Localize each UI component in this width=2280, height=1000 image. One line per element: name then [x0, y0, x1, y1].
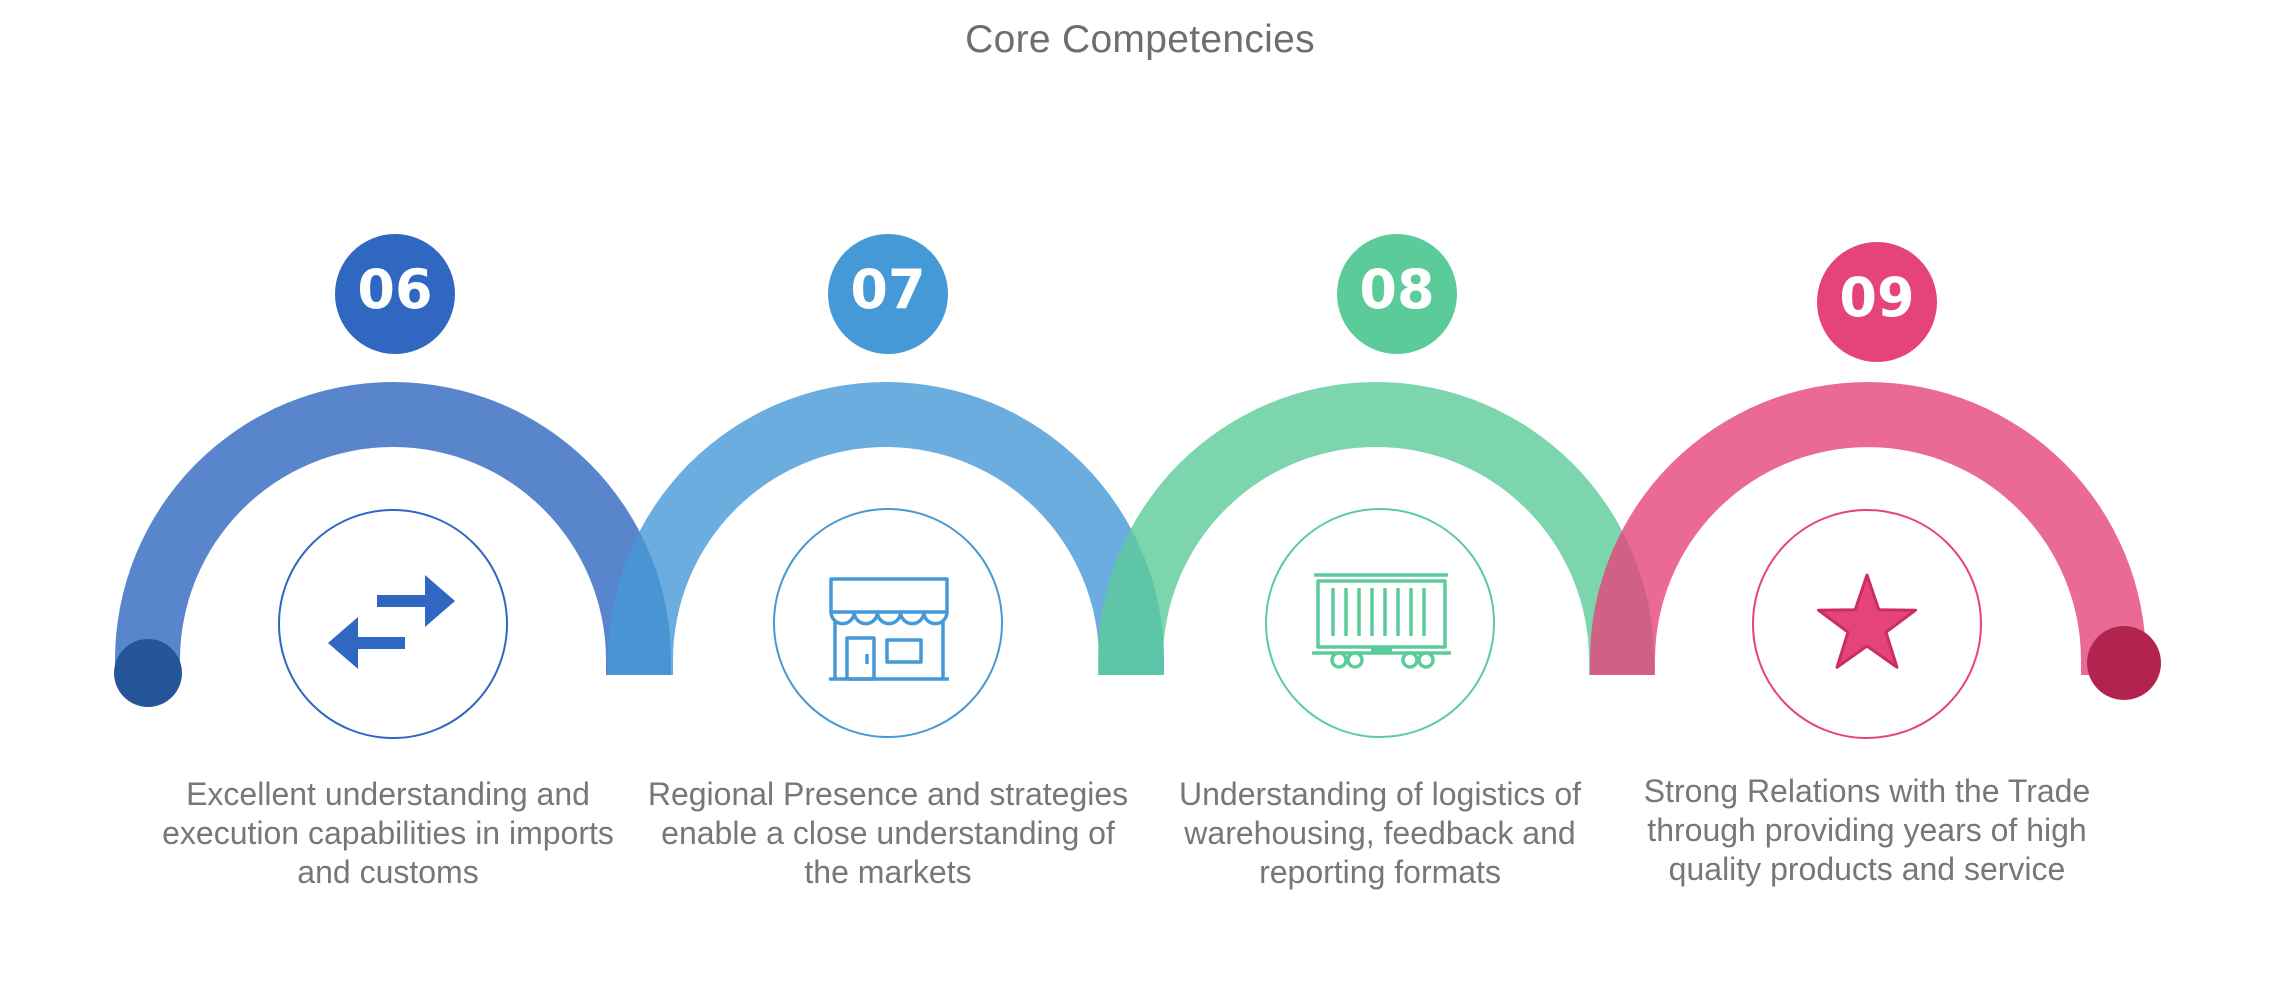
- storefront-icon: [829, 577, 949, 681]
- arc-07: [608, 382, 1164, 675]
- page-title: Core Competencies: [965, 18, 1315, 61]
- description-07: Regional Presence and strategies enable …: [647, 776, 1129, 890]
- exchange-arrows-icon: [328, 575, 455, 669]
- start-cap-dot: [114, 639, 182, 707]
- description-06: Excellent understanding and execution ca…: [162, 776, 614, 890]
- badge-08: 08: [1337, 234, 1457, 354]
- badge-number: 07: [850, 258, 925, 321]
- badge-07: 07: [828, 234, 948, 354]
- end-cap-dot: [2087, 626, 2161, 700]
- description-08: Understanding of logistics of warehousin…: [1179, 776, 1581, 890]
- icon-circle-09: [1752, 509, 1982, 739]
- badge-number: 08: [1359, 258, 1434, 321]
- freight-container-wagon-icon: [1312, 573, 1451, 669]
- arc-08: [1098, 382, 1654, 675]
- badge-number: 09: [1839, 266, 1914, 329]
- icon-circle-08: [1265, 508, 1495, 738]
- arc-06: [115, 382, 671, 675]
- icon-circle-07: [773, 508, 1003, 738]
- description-09: Strong Relations with the Trade through …: [1643, 773, 2091, 887]
- icon-circle-06: [278, 509, 508, 739]
- badge-09: 09: [1817, 242, 1937, 362]
- arc-09: [1590, 382, 2146, 675]
- star-icon: [1817, 573, 1917, 669]
- badge-number: 06: [357, 258, 432, 321]
- badge-06: 06: [335, 234, 455, 354]
